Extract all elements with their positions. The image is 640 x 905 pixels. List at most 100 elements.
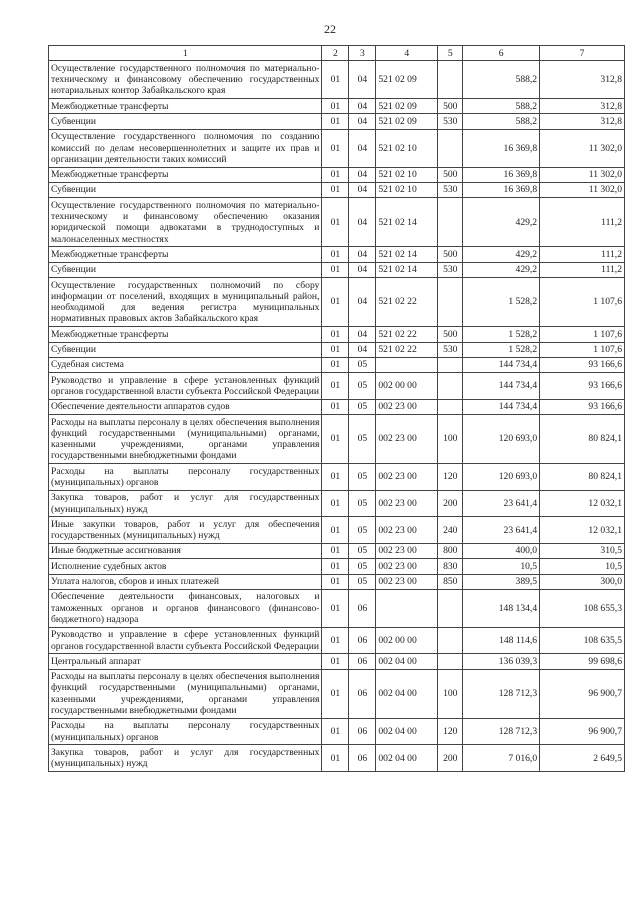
amount-col6-cell: 23 641,4 <box>462 516 541 544</box>
subsection-code-cell: 04 <box>348 60 377 100</box>
section-code-cell: 01 <box>321 326 350 343</box>
section-code-cell: 01 <box>321 60 350 100</box>
expense-type-cell <box>437 128 464 168</box>
amount-col7-cell: 96 900,7 <box>539 717 625 746</box>
header-cell: 6 <box>462 44 541 62</box>
amount-col7-cell: 111,2 <box>539 261 625 279</box>
item-name-cell: Расходы на выплаты персоналу в целях обе… <box>47 414 323 465</box>
expense-type-cell <box>437 653 464 670</box>
subsection-code-cell: 05 <box>348 489 377 518</box>
target-article-cell <box>375 588 439 628</box>
subsection-code-cell: 05 <box>348 372 377 400</box>
amount-col7-cell: 1 107,6 <box>539 326 625 343</box>
section-code-cell: 01 <box>321 277 350 328</box>
section-code-cell: 01 <box>321 181 350 199</box>
amount-col6-cell: 16 369,8 <box>462 166 541 183</box>
amount-col6-cell: 588,2 <box>462 98 541 115</box>
section-code-cell: 01 <box>321 372 350 400</box>
subsection-code-cell: 05 <box>348 516 377 544</box>
item-name-cell: Расходы на выплаты персоналу в целях обе… <box>47 668 323 719</box>
table-row: Субвенции 01 04 521 02 09 530 588,2 312,8 <box>47 113 625 130</box>
table-row: Осуществление государственного полномочи… <box>47 60 625 100</box>
expense-type-cell: 120 <box>437 463 464 491</box>
header-cell: 1 <box>47 44 323 62</box>
target-article-cell: 521 02 10 <box>375 181 439 199</box>
amount-col6-cell: 136 039,3 <box>462 653 541 670</box>
amount-col7-cell: 300,0 <box>539 573 625 590</box>
section-code-cell: 01 <box>321 626 350 655</box>
item-name-cell: Руководство и управление в сфере установ… <box>47 372 323 400</box>
section-code-cell: 01 <box>321 668 350 719</box>
item-name-cell: Субвенции <box>47 261 323 279</box>
expense-type-cell: 200 <box>437 744 464 773</box>
amount-col6-cell: 1 528,2 <box>462 277 541 328</box>
target-article-cell: 521 02 22 <box>375 341 439 358</box>
header-cell: 2 <box>321 44 350 62</box>
item-name-cell: Осуществление государственного полномочи… <box>47 197 323 248</box>
table-row: Расходы на выплаты персоналу в целях обе… <box>47 668 625 719</box>
section-code-cell: 01 <box>321 463 350 491</box>
amount-col6-cell: 144 734,4 <box>462 372 541 400</box>
expense-type-cell: 850 <box>437 573 464 590</box>
expense-type-cell: 500 <box>437 98 464 115</box>
subsection-code-cell: 05 <box>348 356 377 374</box>
subsection-code-cell: 05 <box>348 573 377 590</box>
section-code-cell: 01 <box>321 516 350 544</box>
target-article-cell <box>375 356 439 374</box>
subsection-code-cell: 05 <box>348 558 377 575</box>
section-code-cell: 01 <box>321 98 350 115</box>
target-article-cell: 002 23 00 <box>375 489 439 518</box>
target-article-cell: 002 04 00 <box>375 744 439 773</box>
table-row: Закупка товаров, работ и услуг для госуд… <box>47 744 625 773</box>
section-code-cell: 01 <box>321 542 350 560</box>
expense-type-cell: 500 <box>437 166 464 183</box>
table-row: Расходы на выплаты персоналу в целях обе… <box>47 414 625 465</box>
amount-col6-cell: 588,2 <box>462 113 541 130</box>
item-name-cell: Субвенции <box>47 181 323 199</box>
table-row: Субвенции 01 04 521 02 10 530 16 369,8 11 302,… <box>47 181 625 199</box>
target-article-cell: 521 02 10 <box>375 166 439 183</box>
target-article-cell: 521 02 14 <box>375 261 439 279</box>
item-name-cell: Межбюджетные трансферты <box>47 246 323 263</box>
target-article-cell: 002 00 00 <box>375 626 439 655</box>
section-code-cell: 01 <box>321 653 350 670</box>
item-name-cell: Субвенции <box>47 341 323 358</box>
target-article-cell: 521 02 09 <box>375 60 439 100</box>
amount-col7-cell: 93 166,6 <box>539 356 625 374</box>
amount-col7-cell: 111,2 <box>539 197 625 248</box>
target-article-cell: 521 02 14 <box>375 197 439 248</box>
target-article-cell: 521 02 22 <box>375 326 439 343</box>
item-name-cell: Межбюджетные трансферты <box>47 326 323 343</box>
amount-col7-cell: 11 302,0 <box>539 181 625 199</box>
section-code-cell: 01 <box>321 166 350 183</box>
table-row: Обеспечение деятельности финансовых, нал… <box>47 588 625 628</box>
subsection-code-cell: 04 <box>348 326 377 343</box>
item-name-cell: Осуществление государственного полномочи… <box>47 128 323 168</box>
section-code-cell: 01 <box>321 744 350 773</box>
expense-type-cell <box>437 398 464 416</box>
table-row: Субвенции 01 04 521 02 22 530 1 528,2 1 107,6 <box>47 341 625 358</box>
amount-col7-cell: 93 166,6 <box>539 398 625 416</box>
item-name-cell: Иные закупки товаров, работ и услуг для … <box>47 516 323 544</box>
expense-type-cell: 240 <box>437 516 464 544</box>
amount-col6-cell: 10,5 <box>462 558 541 575</box>
amount-col6-cell: 1 528,2 <box>462 326 541 343</box>
amount-col7-cell: 111,2 <box>539 246 625 263</box>
table-row: Межбюджетные трансферты 01 04 521 02 22 500 1… <box>47 326 625 343</box>
amount-col7-cell: 108 635,5 <box>539 626 625 655</box>
subsection-code-cell: 04 <box>348 246 377 263</box>
section-code-cell: 01 <box>321 489 350 518</box>
target-article-cell: 002 23 00 <box>375 558 439 575</box>
target-article-cell: 002 23 00 <box>375 463 439 491</box>
amount-col6-cell: 429,2 <box>462 246 541 263</box>
amount-col6-cell: 144 734,4 <box>462 398 541 416</box>
expense-type-cell: 530 <box>437 341 464 358</box>
amount-col6-cell: 144 734,4 <box>462 356 541 374</box>
table-row: Руководство и управление в сфере установ… <box>47 372 625 400</box>
item-name-cell: Руководство и управление в сфере установ… <box>47 626 323 655</box>
table-row: Межбюджетные трансферты 01 04 521 02 10 500 1… <box>47 166 625 183</box>
expense-type-cell: 500 <box>437 326 464 343</box>
subsection-code-cell: 06 <box>348 588 377 628</box>
section-code-cell: 01 <box>321 356 350 374</box>
item-name-cell: Осуществление государственного полномочи… <box>47 60 323 100</box>
